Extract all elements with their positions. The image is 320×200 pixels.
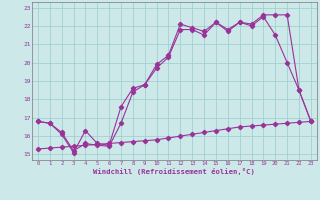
X-axis label: Windchill (Refroidissement éolien,°C): Windchill (Refroidissement éolien,°C)	[93, 168, 255, 175]
